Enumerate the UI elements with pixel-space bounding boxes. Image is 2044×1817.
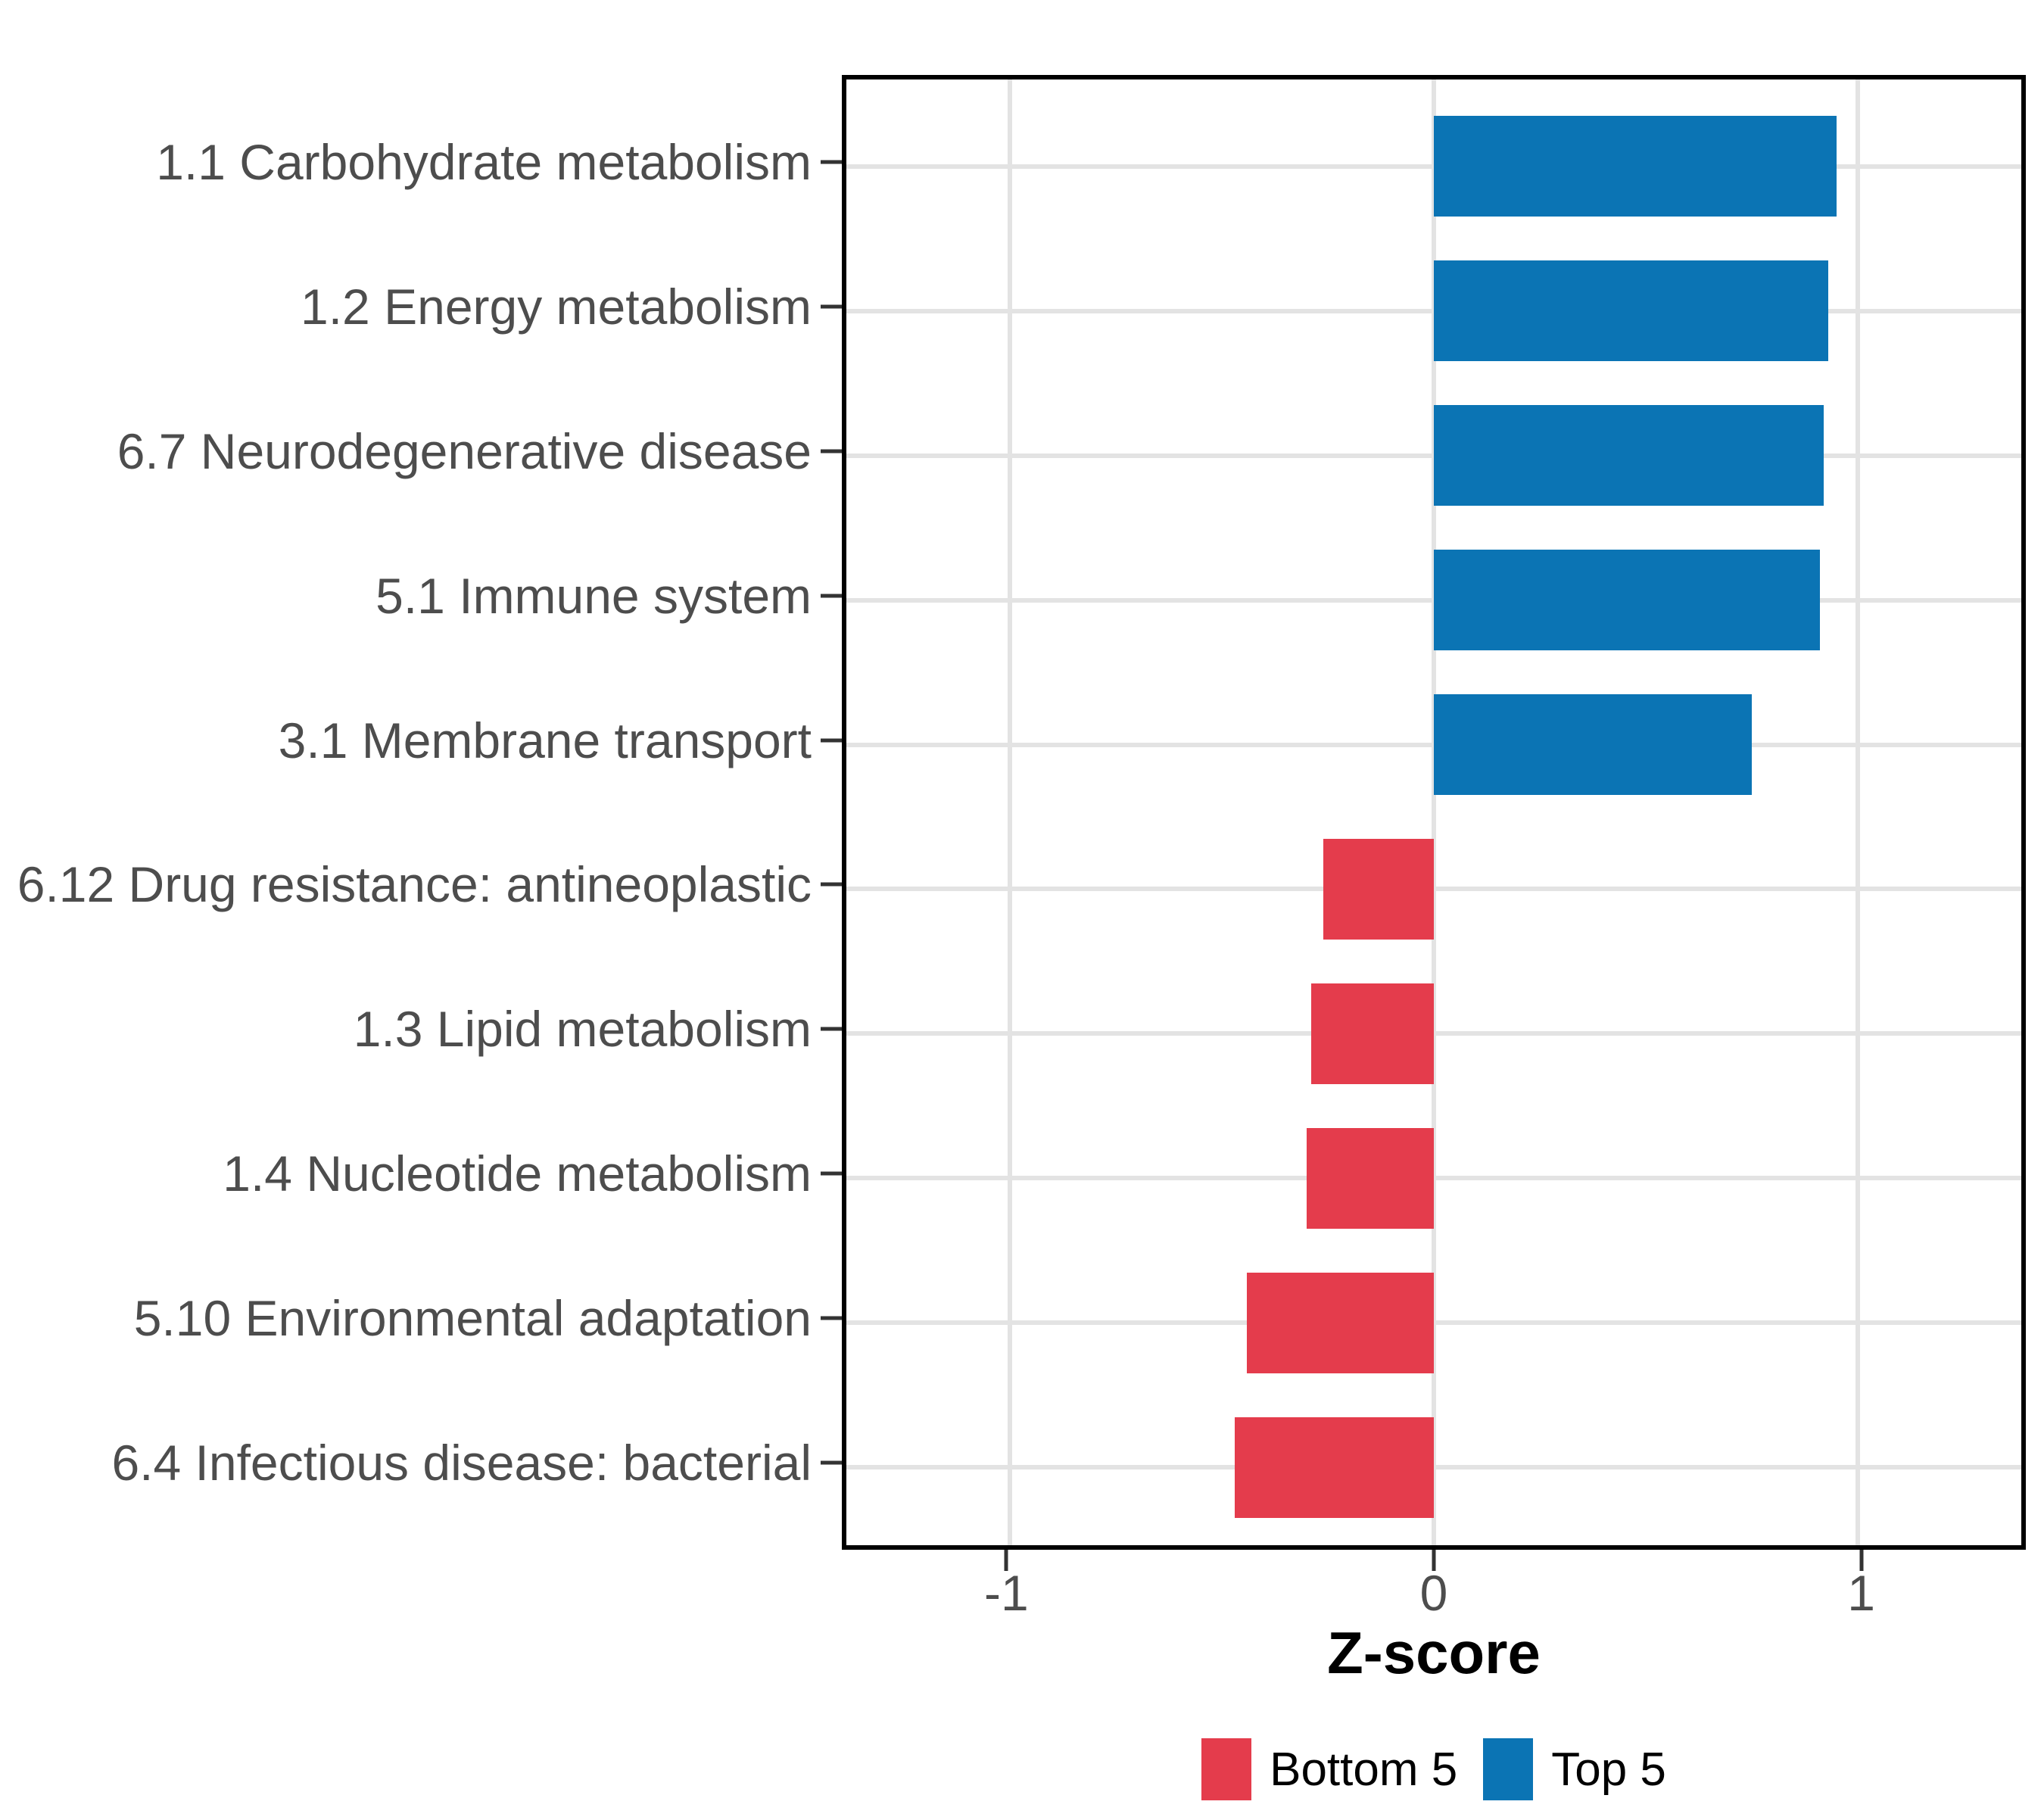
x-axis-tick-label: 0 [1419,1565,1448,1621]
plot-panel [842,75,2026,1550]
gridline-vertical [1007,79,1012,1545]
y-axis-label: 1.2 Energy metabolism [301,278,812,335]
gridline-vertical [1432,79,1436,1545]
x-axis-tick-label: -1 [984,1565,1029,1621]
y-axis-tick [821,1460,842,1465]
x-axis-tick [1859,1550,1864,1571]
bar [1434,115,1837,217]
legend-swatch-bottom5 [1201,1738,1252,1800]
y-axis-label: 6.12 Drug resistance: antineoplastic [17,856,812,913]
bar [1434,693,1753,796]
legend-swatch-top5 [1483,1738,1534,1800]
gridline-vertical [1855,79,1861,1545]
gridline-horizontal [846,887,2021,892]
bar [1234,1417,1434,1519]
y-axis-tick [821,449,842,453]
gridline-horizontal [846,1176,2021,1181]
legend-label-top5: Top 5 [1551,1743,1666,1796]
bar [1323,838,1434,940]
x-axis-title: Z-score [1327,1619,1541,1686]
y-axis-label: 5.1 Immune system [375,567,812,624]
gridline-horizontal [846,1465,2021,1470]
y-axis-tick [821,304,842,309]
bar [1434,404,1824,506]
y-axis-label: 6.4 Infectious disease: bacterial [111,1435,812,1491]
legend-label-bottom5: Bottom 5 [1270,1743,1458,1796]
y-axis-label: 5.10 Environmental adaptation [133,1290,812,1347]
y-axis-label: 1.3 Lipid metabolism [353,1001,812,1058]
y-axis-label: 1.1 Carbohydrate metabolism [156,133,812,190]
y-axis-label: 1.4 Nucleotide metabolism [223,1145,812,1202]
bar [1310,983,1434,1085]
y-axis-label: 3.1 Membrane transport [278,712,812,768]
y-axis-tick [821,160,842,164]
bar [1247,1272,1434,1374]
x-axis-tick [1432,1550,1436,1571]
x-axis-tick [1004,1550,1008,1571]
legend-entry-bottom5: Bottom 5 [1201,1738,1457,1800]
y-axis-label: 6.7 Neurodegenerative disease [117,422,812,479]
legend: Bottom 5 Top 5 [842,1735,2026,1803]
y-axis-tick [821,738,842,742]
y-axis-tick [821,882,842,887]
legend-entry-top5: Top 5 [1483,1738,1666,1800]
gridline-horizontal [846,1031,2021,1036]
y-axis-tick [821,1171,842,1176]
bar [1434,260,1829,362]
y-axis-tick [821,594,842,598]
y-axis-tick [821,1027,842,1031]
bar [1434,549,1820,651]
x-axis-tick-label: 1 [1847,1565,1875,1621]
gridline-horizontal [846,1320,2021,1326]
bar [1306,1127,1434,1230]
y-axis-tick [821,1316,842,1320]
